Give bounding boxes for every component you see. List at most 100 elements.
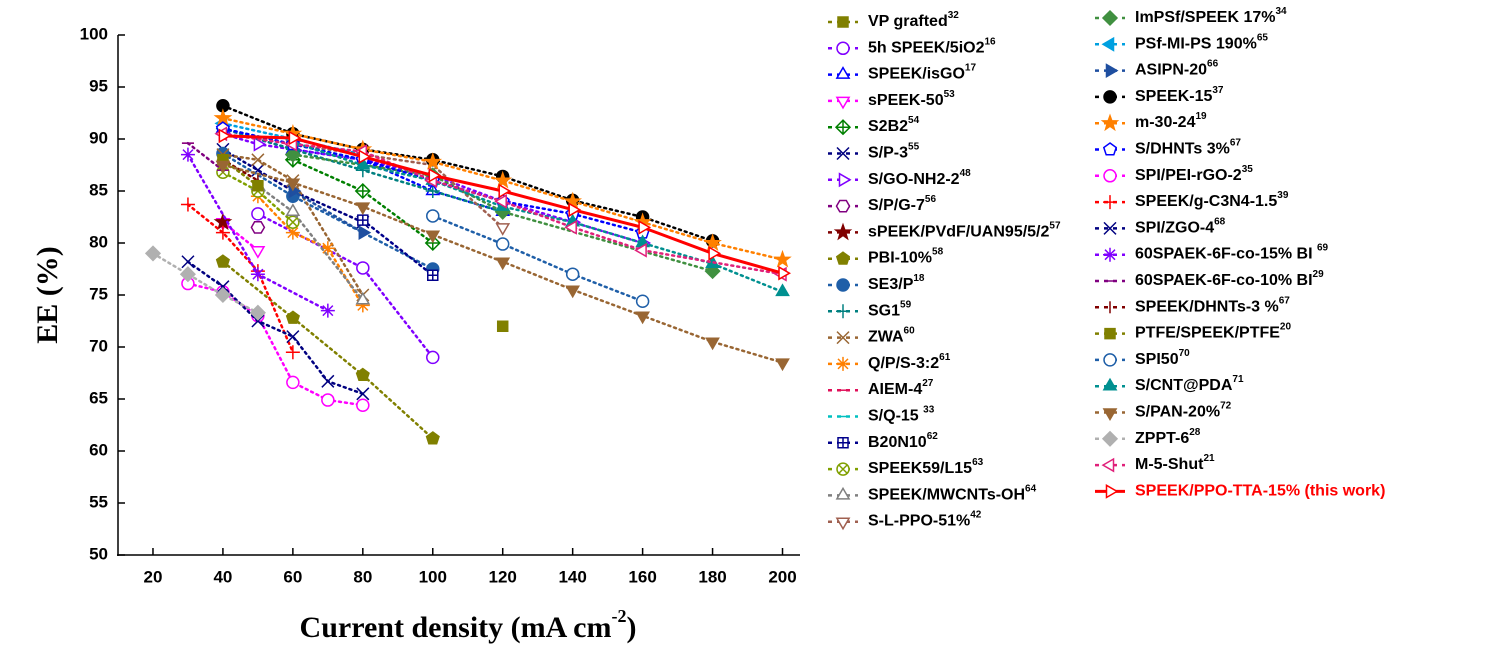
legend-item: 5h SPEEK/5iO216 bbox=[828, 36, 996, 57]
data-point bbox=[427, 432, 439, 444]
series bbox=[498, 321, 508, 331]
x-tick-label: 160 bbox=[628, 567, 656, 586]
legend-item: SPEEK/g-C3N4-1.539 bbox=[1095, 190, 1289, 211]
data-point bbox=[217, 255, 229, 267]
legend-label: Q/P/S-3:261 bbox=[868, 352, 951, 373]
legend-item: SPEEK/PPO-TTA-15% (this work) bbox=[1095, 483, 1385, 500]
legend-name: S/GO-NH2-2 bbox=[868, 171, 960, 188]
legend-name: B20N10 bbox=[868, 434, 927, 451]
data-point bbox=[497, 224, 509, 235]
x-axis-title-close: ) bbox=[626, 611, 636, 644]
data-point bbox=[287, 205, 299, 216]
legend-label: M-5-Shut21 bbox=[1135, 453, 1215, 474]
legend-label: SE3/P18 bbox=[868, 273, 925, 294]
legend-label: PBI-10%58 bbox=[868, 246, 944, 267]
y-tick-label: 85 bbox=[89, 180, 108, 199]
legend-name: SPEEK/g-C3N4-1.5 bbox=[1135, 193, 1277, 210]
legend-name: SPI50 bbox=[1135, 351, 1179, 368]
legend-item: 60SPAEK-6F-co-15% BI 69 bbox=[1095, 242, 1329, 263]
legend-item: B20N1062 bbox=[828, 430, 938, 451]
legend-ref: 54 bbox=[908, 115, 920, 126]
legend-ref: 53 bbox=[944, 89, 956, 100]
legend-ref: 28 bbox=[1189, 426, 1201, 437]
legend-item: SPI5070 bbox=[1095, 348, 1190, 369]
legend-ref: 57 bbox=[1049, 220, 1061, 231]
data-point bbox=[427, 351, 439, 363]
legend-name: ZPPT-6 bbox=[1135, 430, 1189, 447]
data-point bbox=[709, 247, 720, 259]
legend-ref: 55 bbox=[908, 141, 920, 152]
series-line bbox=[188, 262, 363, 394]
legend-item: 60SPAEK-6F-co-10% BI29 bbox=[1095, 269, 1324, 290]
legend-ref: 70 bbox=[1179, 348, 1191, 359]
legend-label: SPI5070 bbox=[1135, 348, 1190, 369]
x-tick-label: 120 bbox=[489, 567, 517, 586]
legend-name: SPEEK-15 bbox=[1135, 88, 1212, 105]
legend-name: S-L-PPO-51% bbox=[868, 513, 970, 530]
legend-marker bbox=[837, 42, 849, 54]
legend-item: ASIPN-2066 bbox=[1095, 58, 1219, 79]
legend-name: SPEEK/MWCNTs-OH bbox=[868, 487, 1025, 504]
legend-label: VP grafted32 bbox=[868, 10, 959, 31]
data-point bbox=[322, 394, 334, 406]
legend-marker bbox=[837, 252, 849, 264]
legend-ref: 63 bbox=[972, 457, 984, 468]
data-point bbox=[286, 345, 300, 359]
legend-ref: 35 bbox=[1242, 163, 1254, 174]
data-point bbox=[498, 321, 508, 331]
legend-name: SPEEK/DHNTs-3 % bbox=[1135, 299, 1279, 316]
series-line bbox=[153, 253, 258, 312]
legend-name: 5h SPEEK/5iO2 bbox=[868, 40, 985, 57]
x-tick-label: 200 bbox=[768, 567, 796, 586]
legend-marker bbox=[1107, 485, 1118, 497]
data-point bbox=[707, 338, 719, 349]
legend-label: S/P/G-756 bbox=[868, 194, 936, 215]
legend-ref: 33 bbox=[923, 404, 935, 415]
legend-item: ZPPT-628 bbox=[1095, 426, 1201, 447]
legend-item: S2B254 bbox=[828, 115, 920, 136]
legend-label: PSf-MI-PS 190%65 bbox=[1135, 32, 1268, 53]
series-line bbox=[223, 262, 433, 439]
legend-marker bbox=[836, 120, 850, 134]
legend-ref: 56 bbox=[925, 194, 937, 205]
data-point bbox=[777, 359, 789, 370]
legend-name: S/PAN-20% bbox=[1135, 404, 1220, 421]
legend-label: SPEEK-1537 bbox=[1135, 85, 1224, 106]
legend-item: SPI/ZGO-468 bbox=[1095, 216, 1226, 237]
legend-marker bbox=[837, 463, 849, 475]
x-tick-label: 40 bbox=[213, 567, 232, 586]
legend-label: ImPSf/SPEEK 17%34 bbox=[1135, 6, 1287, 27]
legend-name: Q/P/S-3:2 bbox=[868, 355, 939, 372]
data-point bbox=[251, 267, 265, 281]
y-tick-label: 80 bbox=[89, 232, 108, 251]
y-tick-label: 65 bbox=[89, 388, 108, 407]
legend-name: sPEEK/PVdF/UAN95/5/2 bbox=[868, 224, 1050, 241]
legend-label: S/CNT@PDA71 bbox=[1135, 374, 1244, 395]
series-line bbox=[258, 214, 433, 358]
legend-marker bbox=[836, 357, 850, 371]
legend-item: SPEEK/isGO17 bbox=[828, 62, 976, 83]
y-tick-label: 50 bbox=[89, 544, 108, 563]
legend-label: S/Q-15 33 bbox=[868, 404, 935, 425]
legend-marker bbox=[838, 17, 848, 27]
legend-ref: 34 bbox=[1276, 6, 1288, 17]
legend-ref: 16 bbox=[985, 36, 997, 47]
legend-name: sPEEK-50 bbox=[868, 92, 944, 109]
data-point bbox=[182, 256, 194, 268]
legend-label: SPEEK/isGO17 bbox=[868, 62, 976, 83]
legend-item: SPI/PEI-rGO-235 bbox=[1095, 163, 1253, 184]
data-point bbox=[777, 285, 789, 296]
data-point bbox=[251, 222, 264, 233]
legend-ref: 61 bbox=[939, 352, 951, 363]
legend-ref: 39 bbox=[1277, 190, 1289, 201]
legend-label: SG159 bbox=[868, 299, 912, 320]
legend-item: Q/P/S-3:261 bbox=[828, 352, 951, 373]
data-point bbox=[252, 208, 264, 220]
legend-name: SPI/PEI-rGO-2 bbox=[1135, 167, 1242, 184]
legend-label: PTFE/SPEEK/PTFE20 bbox=[1135, 321, 1291, 342]
data-point bbox=[357, 262, 369, 274]
series-line bbox=[258, 196, 363, 305]
x-tick-label: 180 bbox=[698, 567, 726, 586]
legend-label: 5h SPEEK/5iO216 bbox=[868, 36, 996, 57]
